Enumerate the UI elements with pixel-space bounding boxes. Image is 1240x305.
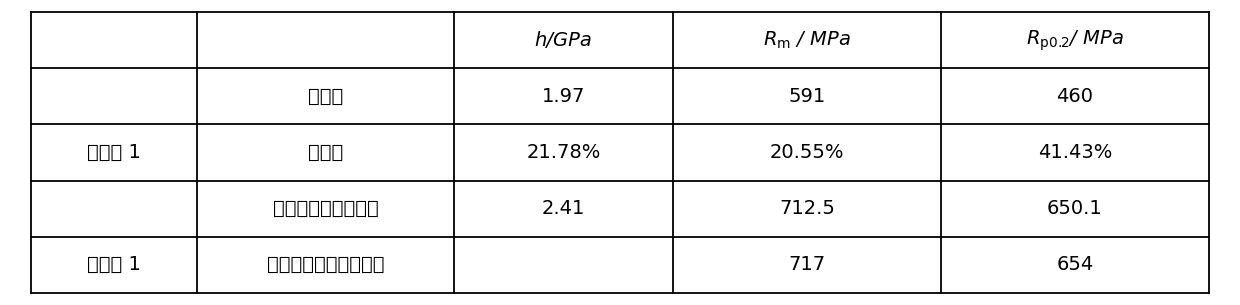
Text: 1.97: 1.97 xyxy=(542,87,585,106)
Text: R$_\mathrm{p0.2}$/ MPa: R$_\mathrm{p0.2}$/ MPa xyxy=(1025,28,1123,52)
Text: 41.43%: 41.43% xyxy=(1038,143,1112,162)
Text: 591: 591 xyxy=(789,87,826,106)
Text: 20.55%: 20.55% xyxy=(770,143,844,162)
Text: 对比例 1: 对比例 1 xyxy=(87,255,141,274)
Text: 650.1: 650.1 xyxy=(1047,199,1102,218)
Text: R$_\mathrm{m}$ / MPa: R$_\mathrm{m}$ / MPa xyxy=(763,30,851,51)
Text: 实测（辐照监督试样）: 实测（辐照监督试样） xyxy=(267,255,384,274)
Text: 460: 460 xyxy=(1056,87,1094,106)
Text: 实施例 1: 实施例 1 xyxy=(87,143,141,162)
Text: 712.5: 712.5 xyxy=(779,199,835,218)
Text: 21.78%: 21.78% xyxy=(527,143,600,162)
Text: 初始值: 初始值 xyxy=(309,87,343,106)
Text: 654: 654 xyxy=(1056,255,1094,274)
Text: 某一时刻（计算值）: 某一时刻（计算值） xyxy=(273,199,378,218)
Text: 变化率: 变化率 xyxy=(309,143,343,162)
Text: 717: 717 xyxy=(789,255,826,274)
Text: h/GPa: h/GPa xyxy=(534,31,593,50)
Text: 2.41: 2.41 xyxy=(542,199,585,218)
